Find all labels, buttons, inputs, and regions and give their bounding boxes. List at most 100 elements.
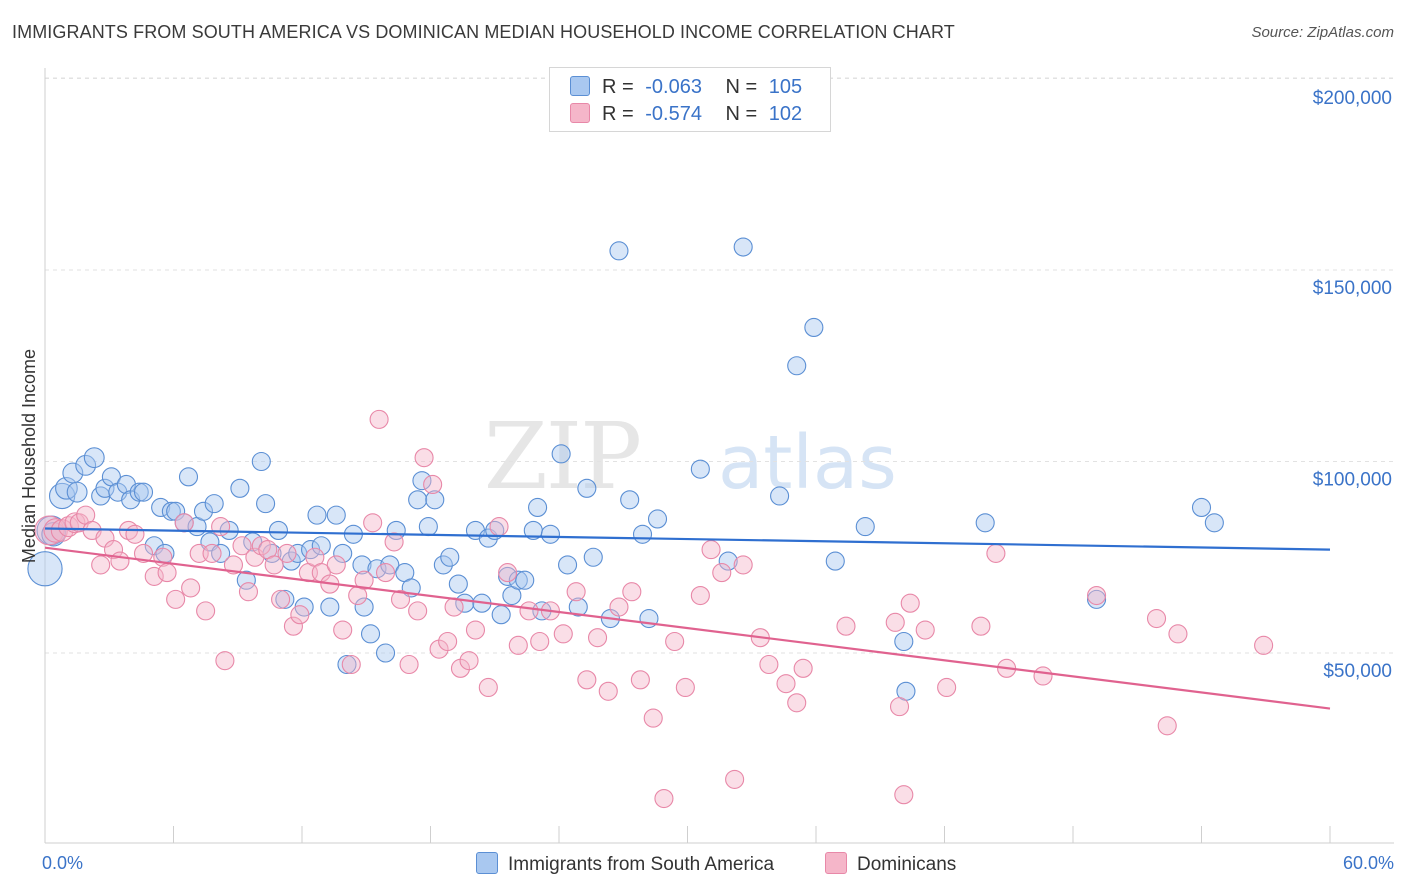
data-point-immigrants (333, 543, 353, 563)
data-point-dominicans (577, 670, 597, 690)
data-point-dominicans (971, 616, 991, 636)
data-point-immigrants (620, 490, 640, 510)
data-point-immigrants (337, 654, 357, 675)
data-point-dominicans (1254, 635, 1274, 655)
data-point-dominicans (384, 532, 404, 552)
data-point-dominicans (793, 658, 813, 678)
data-point-dominicans (196, 601, 216, 621)
legend-r-value: -0.574 (645, 103, 702, 125)
data-point-immigrants (733, 237, 753, 257)
data-point-immigrants (251, 451, 271, 472)
data-point-dominicans (211, 517, 231, 537)
data-point-immigrants (256, 494, 276, 514)
data-point-dominicans (465, 620, 486, 640)
data-point-dominicans (508, 635, 528, 655)
data-point-immigrants (1191, 497, 1212, 518)
y-tick-label: $100,000 (1313, 470, 1392, 491)
data-point-immigrants (133, 482, 154, 502)
data-point-immigrants (27, 551, 63, 587)
data-point-dominicans (58, 516, 80, 538)
data-point-immigrants (83, 447, 105, 469)
data-point-immigrants (433, 555, 453, 575)
data-point-dominicans (643, 708, 663, 728)
data-point-immigrants (583, 547, 603, 567)
data-point-immigrants (528, 497, 548, 518)
data-point-immigrants (515, 570, 535, 590)
data-point-dominicans (498, 563, 518, 583)
data-point-immigrants (275, 589, 295, 609)
data-point-dominicans (110, 551, 130, 571)
y-axis-label: Median Household Income (19, 349, 39, 563)
data-point-dominicans (34, 515, 65, 546)
data-point-immigrants (568, 597, 588, 617)
legend-swatch-pink (570, 103, 590, 123)
data-point-immigrants (825, 551, 845, 571)
data-point-immigrants (718, 551, 738, 571)
data-point-dominicans (166, 589, 186, 609)
data-point-dominicans (232, 536, 252, 556)
data-point-immigrants (326, 505, 346, 525)
data-point-immigrants (647, 509, 668, 529)
data-point-immigrants (178, 467, 199, 487)
data-point-dominicans (375, 563, 396, 583)
data-point-dominicans (264, 555, 284, 575)
x-tick-label: 0.0% (42, 853, 83, 873)
data-point-dominicans (333, 620, 353, 640)
data-point-immigrants (855, 517, 875, 537)
legend-r-label: R = (602, 76, 634, 98)
data-point-dominicans (125, 524, 145, 544)
data-point-dominicans (1168, 624, 1188, 644)
data-point-dominicans (271, 589, 291, 609)
data-point-immigrants (360, 624, 381, 644)
data-point-dominicans (986, 543, 1006, 563)
trendlines (44, 527, 1331, 710)
data-point-dominicans (889, 697, 910, 717)
data-point-dominicans (174, 513, 194, 533)
data-point-dominicans (519, 601, 539, 621)
legend-r-label: R = (602, 103, 634, 125)
data-point-dominicans (133, 543, 154, 563)
data-point-dominicans (776, 674, 796, 694)
data-point-dominicans (598, 681, 618, 701)
data-point-dominicans (277, 543, 297, 563)
data-point-dominicans (690, 585, 710, 606)
data-point-immigrants (129, 482, 149, 502)
watermark-zip: ZIP (484, 403, 640, 510)
data-point-dominicans (701, 540, 721, 560)
data-point-immigrants (352, 555, 372, 575)
data-point-dominicans (725, 769, 745, 789)
bottom-legend-swatch-blue (476, 852, 498, 874)
legend-row-immigrants: R = -0.063 N = 105 (570, 74, 802, 100)
data-point-dominicans (654, 788, 674, 809)
data-point-dominicans (157, 563, 177, 583)
bottom-legend-label: Immigrants from South America (508, 854, 775, 875)
data-point-dominicans (665, 631, 685, 652)
correlation-legend: R = -0.063 N = 105 R = -0.574 N = 102 (549, 67, 831, 132)
data-point-dominicans (326, 555, 346, 575)
data-point-immigrants (230, 478, 250, 498)
data-point-immigrants (894, 631, 914, 652)
data-point-dominicans (675, 677, 695, 698)
bottom-legend-immigrants: Immigrants from South America (476, 852, 774, 876)
data-point-immigrants (804, 317, 824, 338)
series-immigrants-points (27, 237, 1224, 701)
data-point-dominicans (1033, 666, 1053, 686)
data-point-dominicans (354, 570, 374, 590)
y-tick-label: $50,000 (1323, 661, 1392, 682)
data-point-dominicans (43, 518, 68, 543)
trendline-dominicans (44, 546, 1331, 710)
chart-title: IMMIGRANTS FROM SOUTH AMERICA VS DOMINIC… (12, 22, 955, 42)
data-point-dominicans (900, 593, 920, 613)
data-point-immigrants (375, 643, 396, 663)
data-point-dominicans (64, 512, 86, 534)
data-point-immigrants (551, 444, 571, 464)
data-point-dominicans (1087, 585, 1107, 606)
data-point-immigrants (632, 524, 653, 544)
data-point-dominicans (283, 616, 303, 636)
data-point-dominicans (341, 654, 361, 675)
data-point-immigrants (975, 513, 995, 533)
data-point-immigrants (161, 501, 181, 521)
data-point-dominicans (91, 555, 111, 575)
data-point-dominicans (566, 582, 586, 602)
data-point-dominicans (399, 654, 419, 675)
